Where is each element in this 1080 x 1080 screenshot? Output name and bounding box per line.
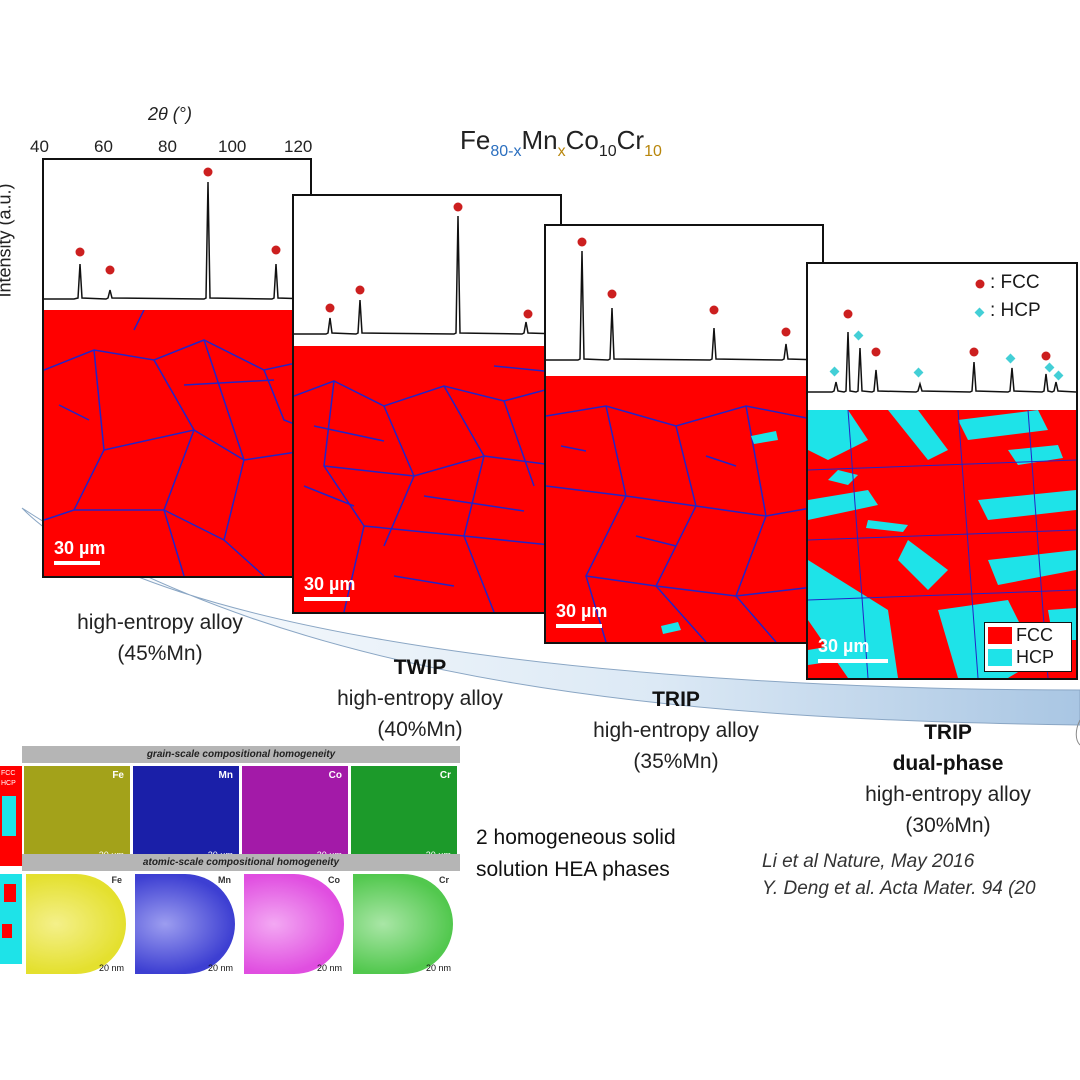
- phases-description: 2 homogeneous solid solution HEA phases: [476, 826, 676, 881]
- caption-30mn: TRIP dual-phase high-entropy alloy (30%Mn): [865, 721, 1031, 837]
- atom-probe-mn: Mn 20 nm: [133, 871, 239, 977]
- composition-title: Fe80-xMnxCo10Cr10: [460, 125, 662, 160]
- fcc-marker: [871, 347, 881, 357]
- ebsd-phase-map-45mn: [44, 310, 310, 576]
- atom-probe-co: Co 20 nm: [242, 871, 348, 977]
- x-tick: 80: [158, 137, 177, 156]
- fcc-marker: [355, 285, 365, 295]
- fcc-marker: [453, 202, 463, 212]
- ebsd-phase-map-30mn: [808, 410, 1076, 678]
- hcp-marker: [829, 366, 840, 377]
- x-tick: 120: [284, 137, 313, 156]
- mini-phase-map: FCC HCP: [0, 766, 22, 866]
- x-tick: 60: [94, 137, 113, 156]
- mini-label-hcp: HCP: [1, 780, 16, 787]
- panel-35mn: 30 µm: [544, 224, 824, 644]
- legend-fcc-swatch: [988, 627, 1012, 644]
- ebsd-phase-map-35mn: [546, 376, 822, 642]
- scale-bar-45mn: 30 µm: [54, 538, 105, 565]
- hcp-marker: [913, 367, 924, 378]
- fcc-marker: [607, 289, 617, 299]
- legend-fcc-label: : FCC: [990, 272, 1040, 293]
- fcc-marker: [709, 305, 719, 315]
- grain-scale-header: grain-scale compositional homogeneity: [22, 746, 460, 763]
- fcc-marker: [1041, 351, 1051, 361]
- legend-hcp-swatch: [988, 649, 1012, 666]
- fcc-marker: [271, 245, 281, 255]
- caption-35mn: TRIP high-entropy alloy (35%Mn): [593, 688, 759, 773]
- fcc-marker: [843, 309, 853, 319]
- xrd-pattern-45mn: [44, 167, 310, 300]
- legend-fcc-text: FCC: [1016, 625, 1053, 645]
- panel-40mn: 30 µm: [292, 194, 562, 614]
- legend-hcp-text: HCP: [1016, 647, 1055, 667]
- homogeneity-inset: grain-scale compositional homogeneity FC…: [0, 744, 462, 977]
- intensity-label: Intensity (a.u.): [0, 183, 15, 298]
- fcc-marker: [105, 265, 115, 275]
- mini-label-fcc: FCC: [1, 770, 16, 777]
- fcc-marker: [969, 347, 979, 357]
- scale-bar-35mn: 30 µm: [556, 601, 607, 628]
- xrd-pattern-35mn: [546, 237, 822, 361]
- hcp-marker: [1053, 370, 1064, 381]
- atom-probe-cr: Cr 20 nm: [351, 871, 457, 977]
- caption-40mn: TWIP high-entropy alloy (40%Mn): [337, 656, 503, 741]
- x-tick: 40: [30, 137, 49, 156]
- fcc-marker: [577, 237, 587, 247]
- xrd-pattern-30mn: [808, 279, 1076, 393]
- legend-fcc-marker: [975, 279, 985, 289]
- mini-atom-map: [0, 874, 22, 964]
- atom-probe-fe: Fe 20 nm: [24, 871, 130, 977]
- hcp-marker: [1005, 353, 1016, 364]
- caption-45mn: high-entropy alloy (45%Mn): [77, 611, 243, 665]
- legend-hcp-label: : HCP: [990, 300, 1041, 321]
- phase-map-legend: FCC HCP: [984, 622, 1072, 672]
- fcc-marker: [325, 303, 335, 313]
- ebsd-phase-map-40mn: [294, 346, 560, 612]
- reference-deng: Y. Deng et al. Acta Mater. 94 (20: [762, 878, 1036, 899]
- hcp-marker: [853, 330, 864, 341]
- xrd-pattern-40mn: [294, 202, 560, 335]
- two-theta-label: 2θ (°): [148, 104, 192, 124]
- reference-li: Li et al Nature, May 2016: [762, 851, 975, 872]
- hcp-marker: [1044, 362, 1055, 373]
- scale-bar-30mn: 30 µm: [818, 636, 888, 663]
- scale-bar-40mn: 30 µm: [304, 574, 355, 601]
- atomic-scale-header: atomic-scale compositional homogeneity: [22, 854, 460, 871]
- fcc-marker: [781, 327, 791, 337]
- fcc-marker: [75, 247, 85, 257]
- panel-30mn: : FCC : HCP: [806, 262, 1078, 680]
- legend-hcp-marker: [974, 307, 985, 318]
- fcc-marker: [203, 167, 213, 177]
- fcc-marker: [523, 309, 533, 319]
- x-tick: 100: [218, 137, 247, 156]
- panel-45mn: 30 µm: [42, 158, 312, 578]
